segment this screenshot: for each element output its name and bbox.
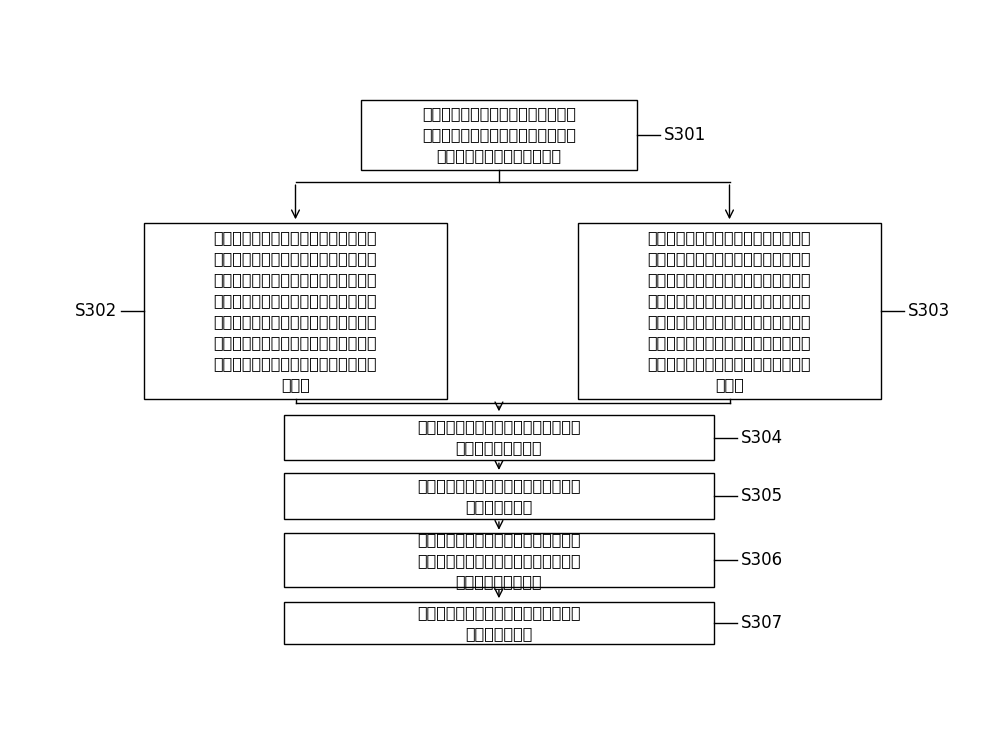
Bar xyxy=(284,602,714,645)
Text: 当确定日志打印线程的线程执行优先级
高于日志收集线程的线程执行优先级时
，先启动日志打印线程调用通过对日志
框架进行封装得到的日志框架接口进行
日志打印，并在检: 当确定日志打印线程的线程执行优先级 高于日志收集线程的线程执行优先级时 ，先启动… xyxy=(214,230,377,392)
Text: 调用消息中间件接口将收集到的日志信
息发送到消息中间件: 调用消息中间件接口将收集到的日志信 息发送到消息中间件 xyxy=(417,420,581,456)
Text: S303: S303 xyxy=(908,302,950,320)
Text: S304: S304 xyxy=(741,428,783,446)
Text: 调取日志类型信息对应的处理线程，从
消息中间件中获取对应的日志信息，以
对日志信息进行分析: 调取日志类型信息对应的处理线程，从 消息中间件中获取对应的日志信息，以 对日志信… xyxy=(417,532,581,589)
Text: S302: S302 xyxy=(75,302,117,320)
Text: 对接收到的日志获取请求进行解析，得
到日志类型信息: 对接收到的日志获取请求进行解析，得 到日志类型信息 xyxy=(417,478,581,514)
Text: S301: S301 xyxy=(664,126,706,144)
Text: 对分析完成后的日志进行存储操作，以
便进行问题排查: 对分析完成后的日志进行存储操作，以 便进行问题排查 xyxy=(417,605,581,641)
Bar xyxy=(578,223,881,400)
Bar xyxy=(284,474,714,519)
Bar xyxy=(284,534,714,588)
Text: 当确定日志收集线程的线程执行优先级
高于日志打印线程的线程执行优先级时
，先启动日志收集线程调用通过对日志
框架进行封装得到的日志框架接口进行
日志收集，并在检: 当确定日志收集线程的线程执行优先级 高于日志打印线程的线程执行优先级时 ，先启动… xyxy=(648,230,811,392)
Text: S306: S306 xyxy=(741,551,783,569)
Text: S305: S305 xyxy=(741,487,783,505)
Bar xyxy=(284,414,714,460)
Bar xyxy=(144,223,447,400)
Bar xyxy=(361,100,637,169)
Text: 当检测到存在日志生成时，从异步执
行线程列表中读取日志打印线程及日
志收集线程的线程执行优先级: 当检测到存在日志生成时，从异步执 行线程列表中读取日志打印线程及日 志收集线程的… xyxy=(422,107,576,164)
Text: S307: S307 xyxy=(741,614,783,632)
